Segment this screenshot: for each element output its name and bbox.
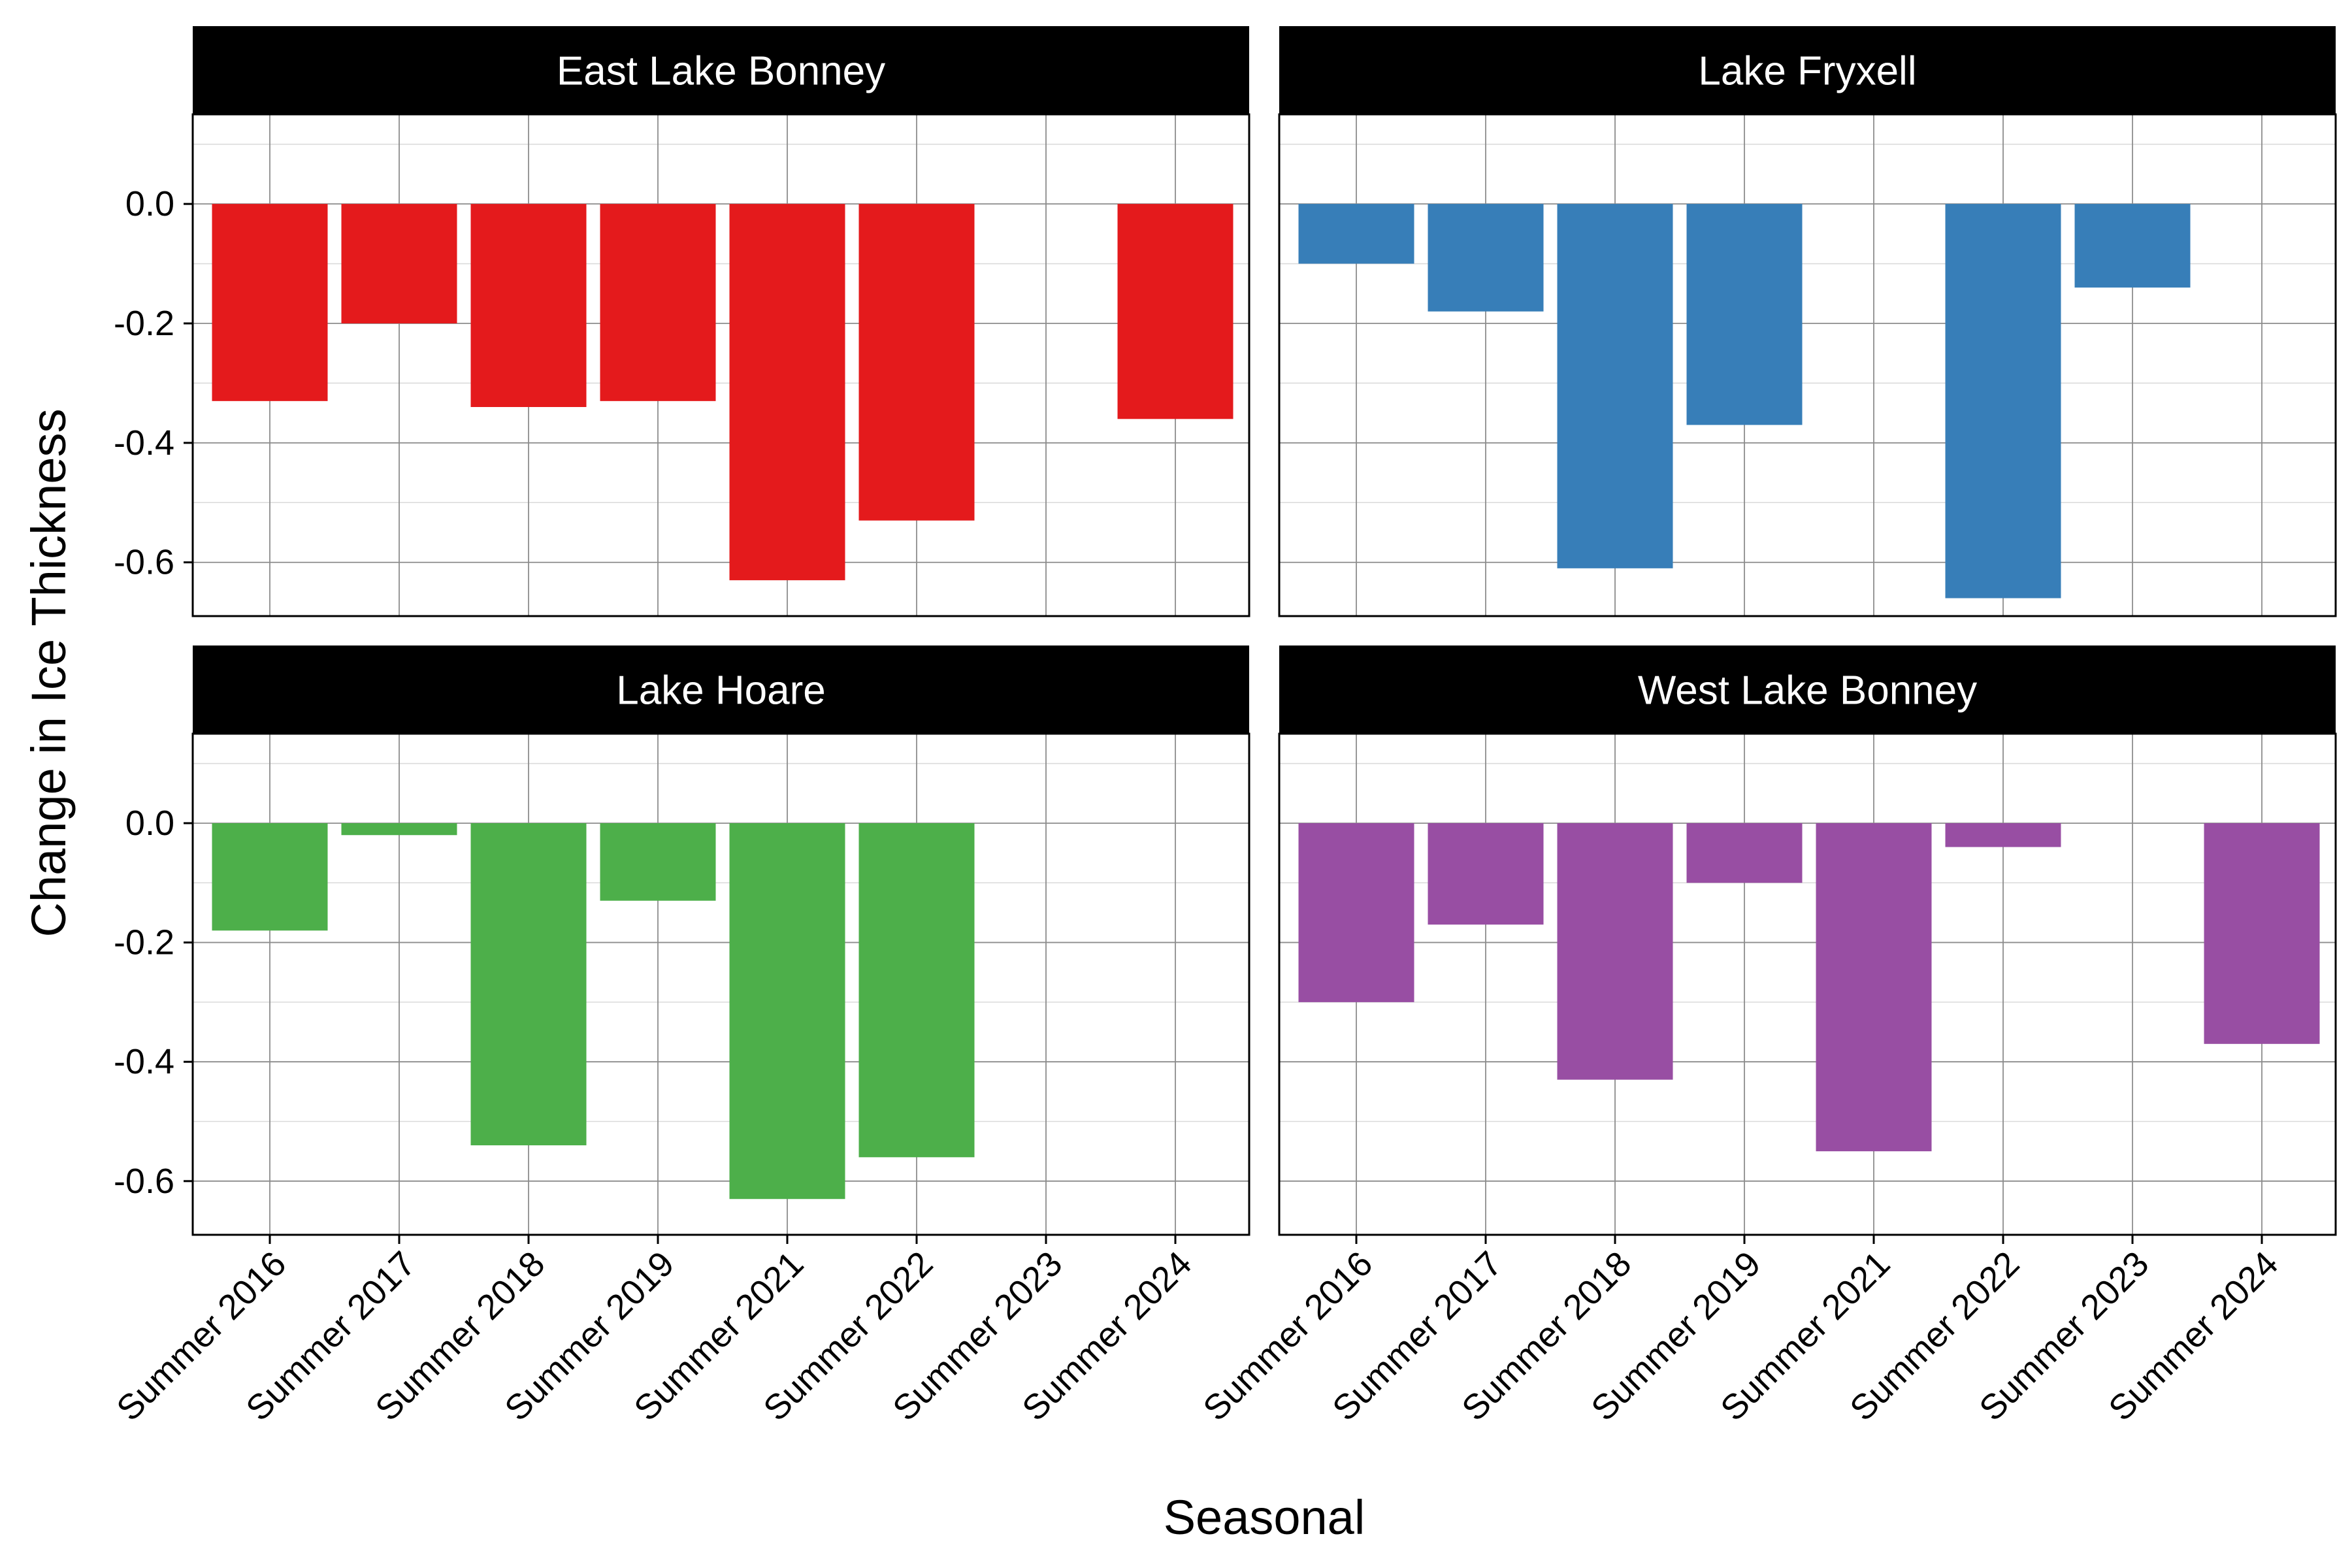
bar-summer-2019 [1686,823,1803,883]
y-axis-title: Change in Ice Thickness [22,409,76,938]
bar-summer-2016 [1298,823,1414,1002]
panel-border [191,732,1250,1236]
panel-lake-hoare: Lake Hoare 0.0 -0.2 -0.4 -0.6 [114,645,1250,1244]
bar-summer-2022 [858,823,975,1158]
panel-west-lake-bonney: West Lake Bonney [1278,645,2337,1244]
facet-title: Lake Hoare [616,668,826,713]
facet-title: West Lake Bonney [1638,668,1977,713]
bar-summer-2016 [212,823,328,931]
bar-summer-2017 [341,823,457,836]
panel-background [1279,114,2336,616]
bar-summer-2022 [858,204,975,521]
x-axis-title: Seasonal [1164,1490,1365,1544]
bar-summer-2024 [2204,823,2320,1044]
y-tick-label: 0.0 [125,184,174,223]
facet-strip [193,645,1249,734]
panel-background [1279,734,2336,1235]
bar-summer-2018 [470,823,587,1146]
bar-summer-2018 [1557,823,1673,1080]
bar-summer-2021 [729,823,845,1200]
bar-summer-2021 [1816,823,1932,1152]
facet-strip [1279,645,2336,734]
bar-summer-2021 [729,204,845,581]
bar-summer-2024 [1117,204,1233,419]
bar-summer-2019 [600,823,716,901]
bar-summer-2019 [1686,204,1803,425]
bar-summer-2016 [212,204,328,401]
bar-summer-2023 [2074,204,2191,288]
facet-strip [1279,26,2336,114]
y-tick-label: -0.2 [114,304,174,343]
bar-summer-2019 [600,204,716,401]
y-tick-label: 0.0 [125,804,174,843]
facet-strip [193,26,1249,114]
bar-summer-2022 [1945,204,2061,598]
panel-lake-fryxell: Lake Fryxell [1278,26,2337,617]
bar-summer-2017 [1428,823,1544,925]
y-tick-label: -0.6 [114,1162,174,1201]
bar-summer-2016 [1298,204,1414,264]
panel-border [191,113,1250,617]
bar-summer-2017 [341,204,457,323]
bar-summer-2018 [470,204,587,407]
bar-summer-2017 [1428,204,1544,312]
bar-summer-2018 [1557,204,1673,568]
y-tick-label: -0.6 [114,543,174,582]
panel-east-lake-bonney: East Lake Bonney 0.0 -0.2 -0.4 -0.6 [114,26,1250,617]
panel-background [193,114,1249,616]
y-tick-label: -0.2 [114,923,174,962]
y-tick-label: -0.4 [114,423,174,463]
facet-title: East Lake Bonney [557,49,885,94]
facet-panels: East Lake Bonney 0.0 -0.2 -0.4 -0.6 Lake Fryx… [114,26,2337,1244]
y-tick-label: -0.4 [114,1042,174,1081]
bar-summer-2022 [1945,823,2061,847]
panel-background [193,734,1249,1235]
panel-border [1278,113,2337,617]
panel-border [1278,732,2337,1236]
facet-title: Lake Fryxell [1698,49,1916,94]
